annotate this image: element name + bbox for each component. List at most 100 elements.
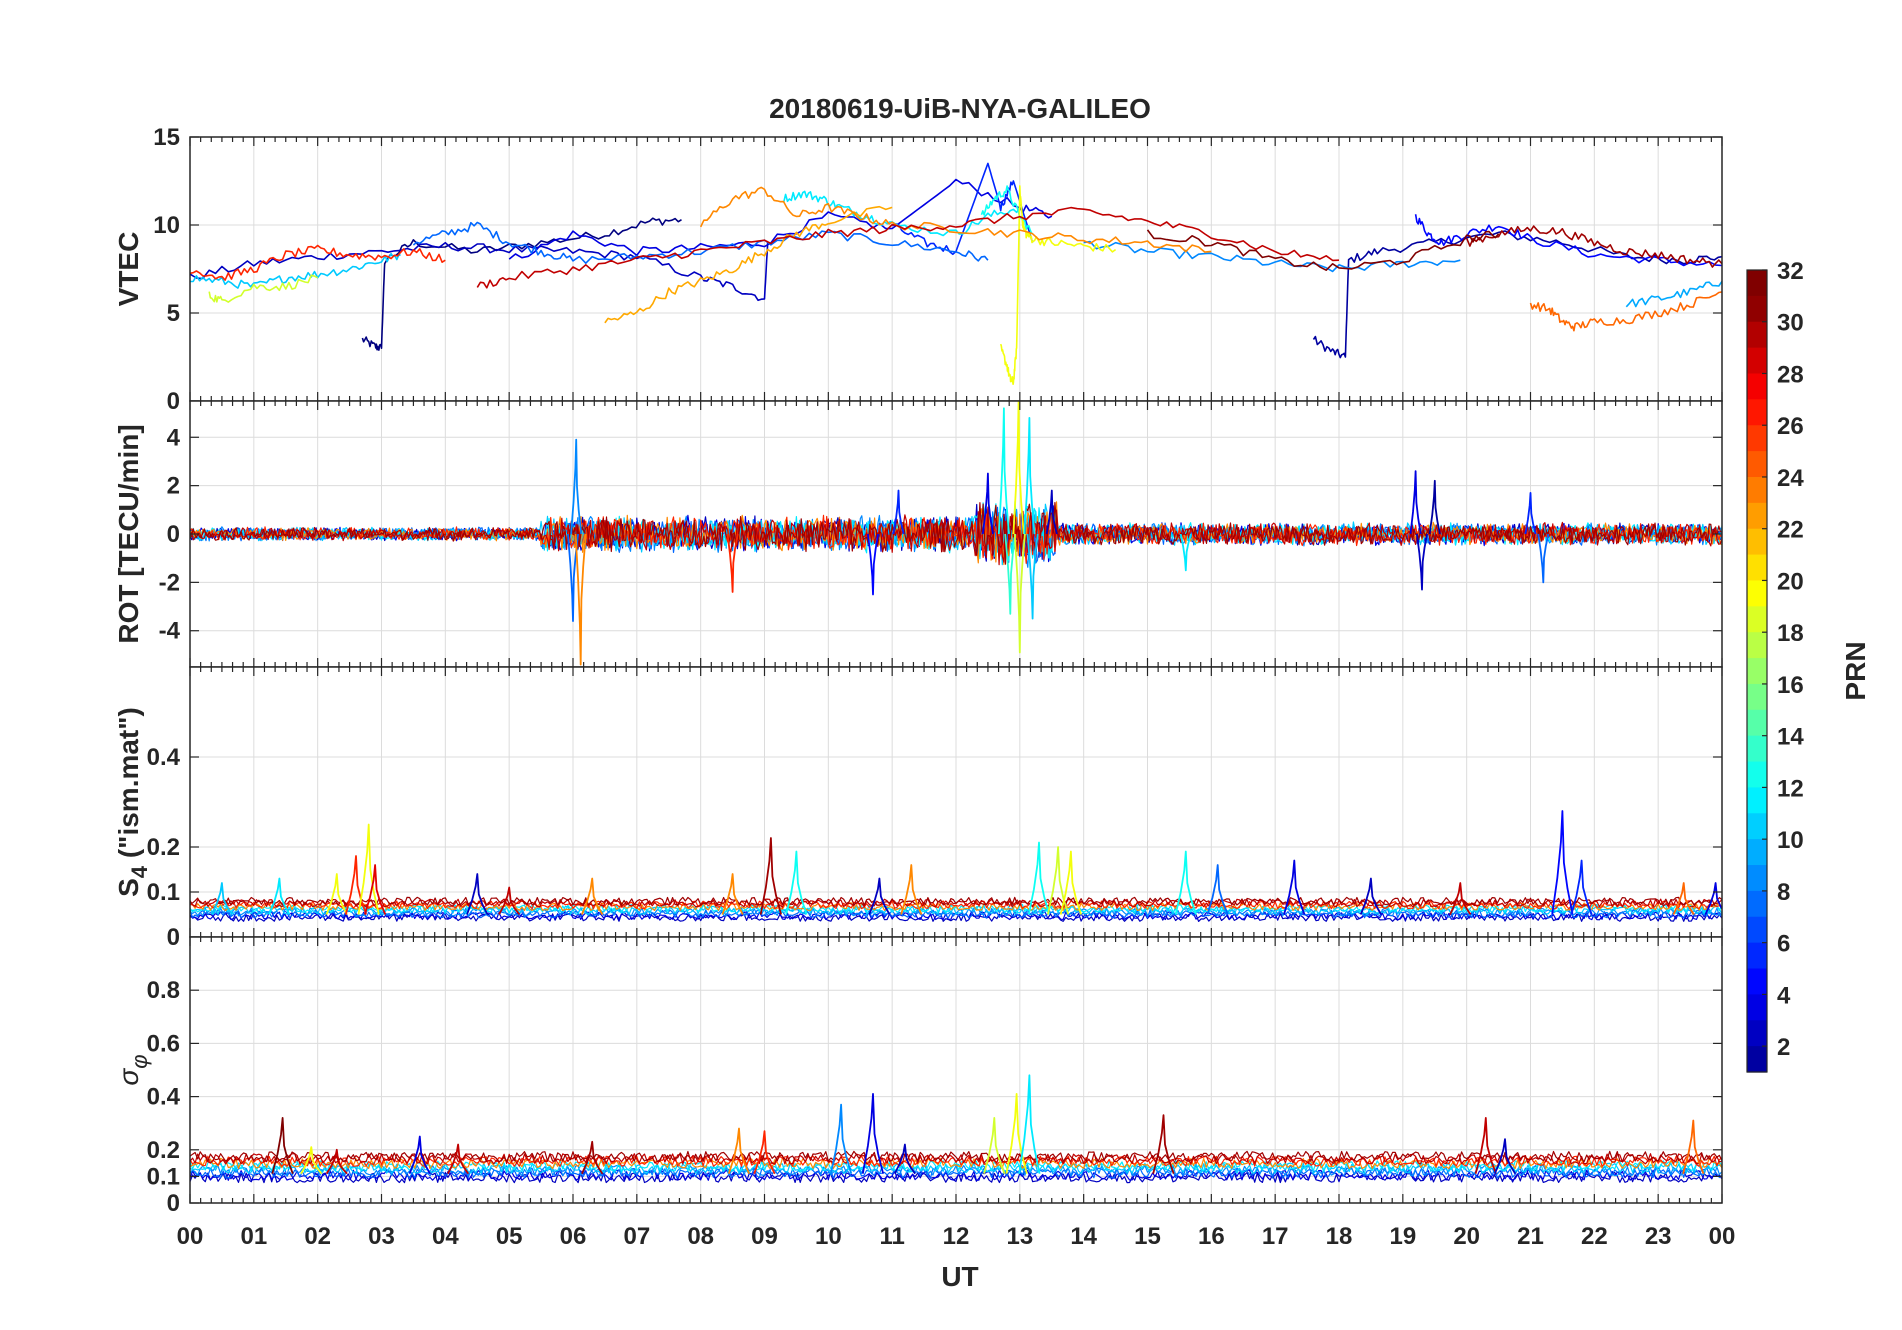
- x-tick-label: 00: [1709, 1223, 1736, 1250]
- s4-spike-prn-13: [1174, 850, 1197, 915]
- colorbar-tick-label: 8: [1777, 879, 1790, 906]
- s4-spike-prn-8: [1206, 864, 1229, 915]
- s4-spike-prn-30: [498, 886, 521, 916]
- x-tick-marks: [189, 401, 1723, 667]
- y-tick-label: 0.6: [147, 1030, 180, 1057]
- vtec-series-prn-23: [604, 205, 893, 324]
- colorbar-tick-label: 20: [1777, 568, 1804, 595]
- colorbar-swatch: [1747, 839, 1767, 866]
- x-tick-label: 14: [1070, 1223, 1097, 1250]
- rot-spike-prn-8: [1537, 533, 1550, 584]
- sigma_phi-spike-prn-30: [447, 1143, 470, 1175]
- s4-spike-prn-24: [721, 873, 744, 915]
- s4-spike-prn-24: [581, 877, 604, 915]
- colorbar-tick-label: 26: [1777, 413, 1804, 440]
- colorbar-tick-label: 30: [1777, 310, 1804, 337]
- vtec-series-prn-10: [1625, 280, 1722, 308]
- colorbar-tick-label: 18: [1777, 620, 1804, 647]
- y-axis-label: S4 ("ism.mat"): [113, 707, 152, 897]
- colorbar-tick-label: 14: [1777, 724, 1804, 751]
- data-layer: [190, 810, 1722, 923]
- colorbar-swatch: [1747, 476, 1767, 504]
- vtec-series-prn-19: [208, 274, 319, 303]
- vtec-series-prn-11: [190, 252, 401, 289]
- x-tick-label: 15: [1134, 1223, 1161, 1250]
- rot-spike-prn-13: [997, 407, 1010, 535]
- sigma_phi-spike-prn-3: [1493, 1138, 1516, 1175]
- rot-spike-prn-12: [1179, 533, 1192, 572]
- colorbar-swatch: [1747, 942, 1767, 970]
- colorbar-swatch: [1747, 890, 1767, 918]
- sigma_phi-baseline-prn-27: [190, 1155, 1722, 1167]
- colorbar-tick-label: 10: [1777, 827, 1804, 854]
- colorbar-tick-label: 2: [1777, 1034, 1790, 1061]
- y-tick-label: 0.1: [147, 879, 180, 906]
- rot-spike-prn-19: [1013, 533, 1026, 654]
- vtec-series-prn-5: [1414, 214, 1722, 267]
- panel-vtec: 0 5 10 15 VTEC: [113, 124, 1723, 415]
- x-tick-marks: [189, 937, 1723, 1203]
- y-tick-label: 0.1: [147, 1163, 180, 1190]
- y-axis-label: ROT [TECU/min]: [113, 424, 144, 643]
- y-tick-label: 0.8: [147, 977, 180, 1004]
- sigma_phi-spike-prn-12: [1018, 1074, 1041, 1174]
- x-tick-label: 22: [1581, 1223, 1608, 1250]
- vtec-series-prn-24: [699, 186, 1212, 253]
- s4-spike-prn-3: [466, 873, 489, 915]
- x-tick-label: 04: [432, 1223, 459, 1250]
- x-tick-marks: [189, 137, 1723, 401]
- s4-spike-prn-13: [785, 850, 808, 915]
- sigma_phi-baseline-prn-30: [190, 1153, 1722, 1165]
- sigma_phi-spike-prn-20: [300, 1146, 323, 1175]
- colorbar-swatch: [1747, 554, 1767, 582]
- y-axis-label-rest: ("ism.mat"): [113, 707, 144, 866]
- y-tick-label: 0.4: [147, 1084, 181, 1111]
- y-tick-label: -4: [159, 618, 181, 645]
- rot-noise-prn-30: [190, 506, 1722, 566]
- colorbar-tick-label: 28: [1777, 361, 1804, 388]
- vtec-series-prn-25: [1529, 291, 1722, 332]
- colorbar-swatch: [1747, 502, 1767, 530]
- sigma_phi-spike-prn-27: [753, 1130, 776, 1175]
- y-tick-label: 0: [167, 388, 180, 415]
- s4-spike-prn-4: [1704, 882, 1722, 915]
- y-axis-label: VTEC: [113, 232, 144, 307]
- y-tick-label: 0.2: [147, 834, 180, 861]
- colorbar-swatch: [1747, 451, 1767, 478]
- y-tick-label: 0: [167, 521, 180, 548]
- rot-spike-prn-12: [1023, 416, 1036, 535]
- x-tick-marks: [189, 667, 1723, 937]
- panel-s4: 00.10.20.4S4 ("ism.mat"): [113, 666, 1723, 951]
- colorbar-swatch: [1747, 580, 1767, 607]
- s4-baseline-prn-11: [190, 905, 1722, 915]
- panel-rot: -4 -2 0 2 4 ROT [TECU/min]: [113, 400, 1723, 668]
- s4-spike-prn-5: [1551, 810, 1574, 915]
- x-tick-label: 21: [1517, 1223, 1544, 1250]
- sigma_phi-baseline-prn-31: [190, 1150, 1722, 1163]
- y-tick-label: 0.2: [147, 1137, 180, 1164]
- x-tick-label: 05: [496, 1223, 523, 1250]
- rot-spike-prn-24: [574, 533, 587, 666]
- x-tick-label: 02: [304, 1223, 331, 1250]
- vtec-series-prn-8: [412, 221, 989, 265]
- sigma_phi-spike-prn-25: [1682, 1119, 1705, 1175]
- rot-spike-prn-8: [567, 533, 579, 622]
- x-tick-label: 20: [1453, 1223, 1480, 1250]
- colorbar-swatch: [1747, 270, 1767, 297]
- x-tick-label: 03: [368, 1223, 395, 1250]
- colorbar-tick-label: 32: [1777, 258, 1804, 285]
- sigma_phi-spike-prn-9: [830, 1103, 853, 1174]
- s4-spike-prn-20: [357, 823, 380, 915]
- vtec-series-prn-31: [1465, 225, 1722, 268]
- rot-spike-prn-14: [1004, 533, 1017, 615]
- s4-spike-prn-30: [1449, 882, 1472, 915]
- sigma_phi-spike-prn-3: [893, 1143, 916, 1175]
- colorbar-tick-label: 6: [1777, 931, 1790, 958]
- colorbar-swatch: [1747, 347, 1767, 375]
- sigma_phi-spike-prn-4: [408, 1135, 431, 1175]
- y-axis-label-sub: 4: [127, 865, 152, 878]
- sigma_phi-spike-prn-30: [325, 1148, 348, 1175]
- x-tick-label: 23: [1645, 1223, 1672, 1250]
- colorbar-swatch: [1747, 994, 1767, 1021]
